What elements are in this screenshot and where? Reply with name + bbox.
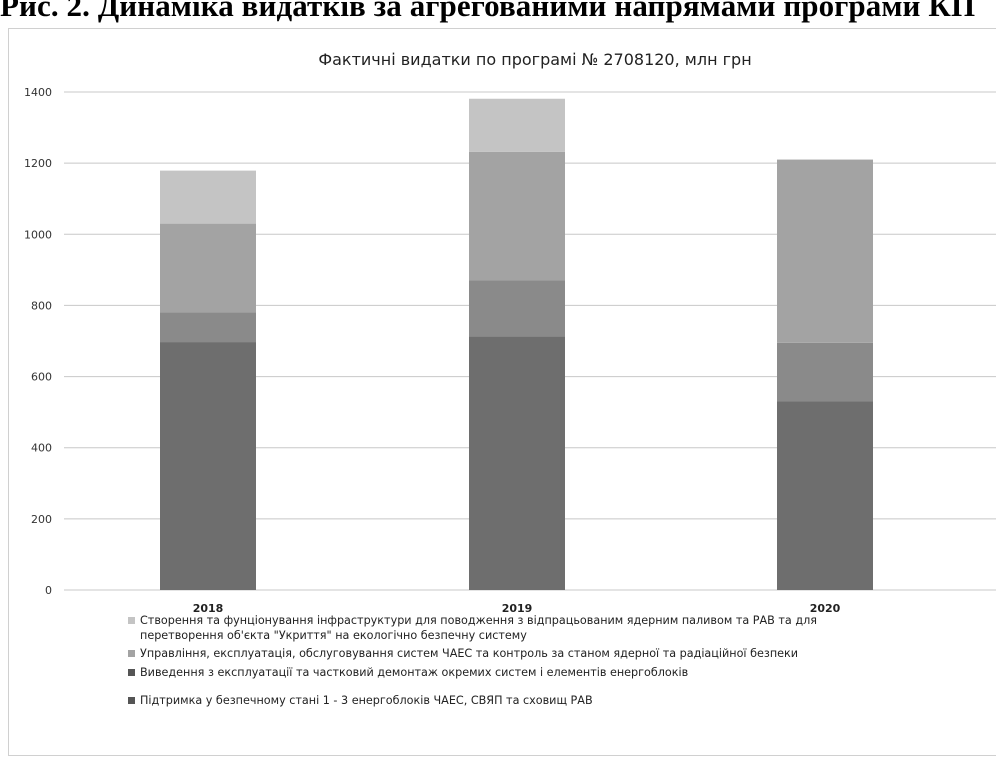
legend-swatch-safe-state bbox=[128, 697, 135, 704]
y-tick-label-800: 800 bbox=[31, 299, 52, 312]
legend-swatch-management bbox=[128, 650, 135, 657]
bar-2019-series-3 bbox=[469, 98, 565, 152]
legend-swatch-infrastructure bbox=[128, 617, 135, 624]
page-heading: Рис. 2. Динаміка видатків за агрегованим… bbox=[0, 0, 976, 23]
bar-2018-series-0 bbox=[160, 342, 256, 590]
legend-label-management: Управління, експлуатація, обслуговування… bbox=[140, 647, 799, 660]
legend-swatch-decommissioning bbox=[128, 668, 135, 676]
y-tick-label-1400: 1400 bbox=[24, 86, 52, 99]
chart-legend: Створення та фунціонування інфраструктур… bbox=[126, 614, 886, 713]
y-tick-label-0: 0 bbox=[45, 584, 52, 597]
legend-label-infrastructure: Створення та фунціонування інфраструктур… bbox=[140, 614, 817, 642]
bar-2020-series-0 bbox=[777, 401, 873, 590]
chart-title: Фактичні видатки по програмі № 2708120, … bbox=[318, 50, 752, 69]
bar-2019-series-1 bbox=[469, 280, 565, 337]
legend-item-management: Управління, експлуатація, обслуговування… bbox=[126, 647, 886, 662]
y-tick-label-1200: 1200 bbox=[24, 157, 52, 170]
legend-item-decommissioning: Виведення з експлуатації та частковий де… bbox=[126, 666, 886, 681]
legend-item-safe-state: Підтримка у безпечному стані 1 - 3 енерг… bbox=[126, 694, 886, 709]
x-tick-label-2020: 2020 bbox=[810, 602, 841, 615]
bar-2019-series-0 bbox=[469, 336, 565, 590]
bar-2020-series-1 bbox=[777, 342, 873, 402]
x-tick-label-2018: 2018 bbox=[193, 602, 224, 615]
legend-item-infrastructure: Створення та фунціонування інфраструктур… bbox=[126, 614, 886, 643]
y-tick-label-1000: 1000 bbox=[24, 228, 52, 241]
bar-2018-series-2 bbox=[160, 223, 256, 313]
y-tick-label-600: 600 bbox=[31, 371, 52, 384]
y-tick-label-400: 400 bbox=[31, 442, 52, 455]
y-tick-label-200: 200 bbox=[31, 513, 52, 526]
bar-2020-series-2 bbox=[777, 159, 873, 343]
x-tick-label-2019: 2019 bbox=[502, 602, 533, 615]
bar-2019-series-2 bbox=[469, 151, 565, 281]
chart-frame bbox=[8, 28, 996, 756]
legend-label-safe-state: Підтримка у безпечному стані 1 - 3 енерг… bbox=[140, 694, 593, 707]
bar-2018-series-1 bbox=[160, 312, 256, 343]
legend-label-decommissioning: Виведення з експлуатації та частковий де… bbox=[140, 665, 689, 679]
bar-2018-series-3 bbox=[160, 170, 256, 224]
